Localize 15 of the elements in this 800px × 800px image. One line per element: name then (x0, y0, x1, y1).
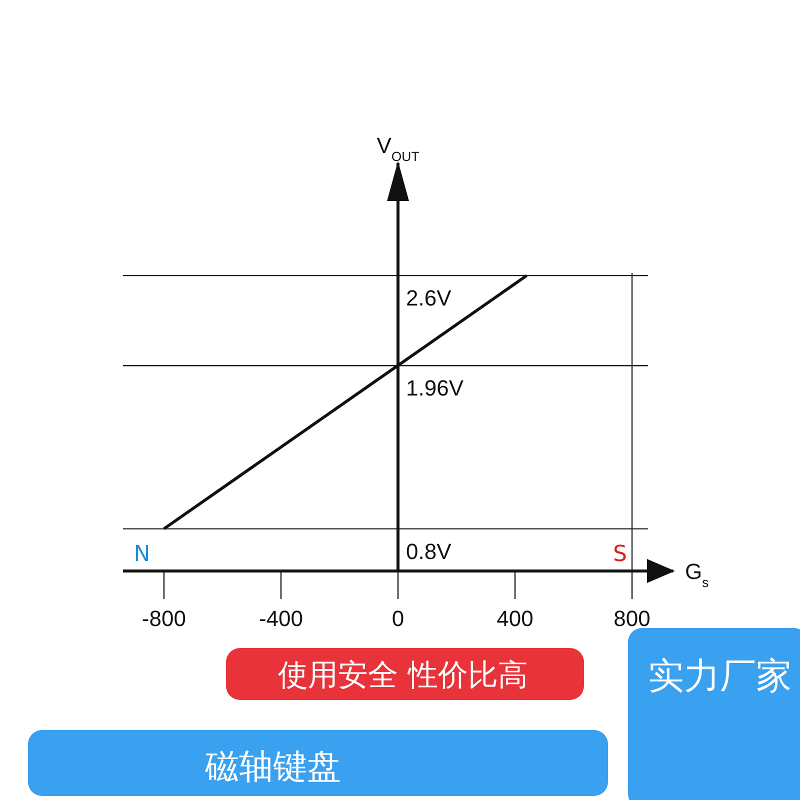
annotation: S (613, 542, 627, 567)
y-tick-label: 1.96V (406, 376, 464, 401)
x-tick-label: 0 (392, 606, 404, 631)
x-axis-title: G$_{s}$ (685, 559, 710, 590)
text: 磁轴键盘 (204, 747, 341, 787)
text: 使用安全 性价比高 (278, 658, 528, 693)
y-tick-label: 0.8V (406, 538, 452, 564)
annotation: N (134, 542, 150, 567)
x-tick-label: 800 (614, 606, 650, 631)
x-tick-label: 400 (496, 606, 534, 631)
x-tick-label: -400 (258, 606, 303, 631)
x-tick-label: -800 (142, 606, 186, 631)
y-tick-label: 2.6V (406, 286, 452, 311)
y-axis-title: V$_{OUT}$ (376, 133, 420, 164)
text: 实力厂家 (648, 656, 792, 697)
